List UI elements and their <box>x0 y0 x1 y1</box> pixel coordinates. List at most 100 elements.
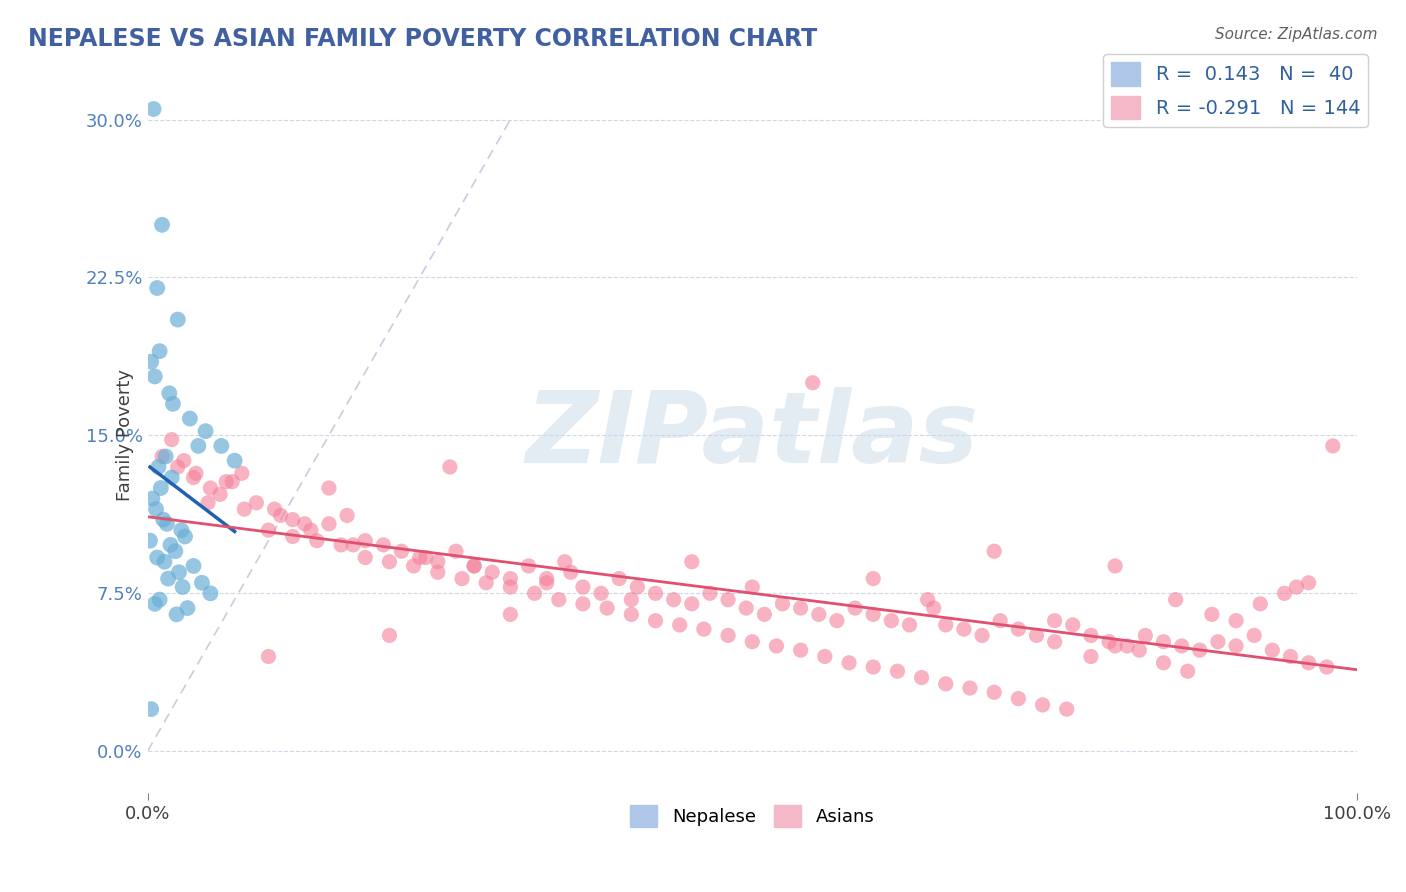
Point <box>209 439 232 453</box>
Point <box>789 643 811 657</box>
Point <box>165 544 187 558</box>
Point <box>270 508 292 523</box>
Point <box>143 369 166 384</box>
Point <box>354 550 377 565</box>
Point <box>1128 643 1150 657</box>
Point <box>699 586 721 600</box>
Point <box>354 533 377 548</box>
Point <box>475 575 498 590</box>
Point <box>898 618 921 632</box>
Point <box>807 607 830 622</box>
Point <box>681 597 703 611</box>
Point <box>662 592 685 607</box>
Point <box>209 487 232 501</box>
Point <box>342 538 364 552</box>
Point <box>959 681 981 695</box>
Point <box>1298 575 1320 590</box>
Point <box>415 550 437 565</box>
Point <box>194 424 217 438</box>
Point <box>159 538 181 552</box>
Point <box>626 580 648 594</box>
Point <box>463 558 485 573</box>
Point <box>141 702 163 716</box>
Point <box>463 558 485 573</box>
Point <box>935 677 957 691</box>
Point <box>1177 664 1199 678</box>
Point <box>170 523 193 537</box>
Point <box>167 566 190 580</box>
Point <box>983 544 1005 558</box>
Point <box>917 592 939 607</box>
Point <box>741 634 763 648</box>
Point <box>299 523 322 537</box>
Point <box>1104 558 1126 573</box>
Point <box>1080 649 1102 664</box>
Point <box>681 555 703 569</box>
Point <box>499 572 522 586</box>
Point <box>1170 639 1192 653</box>
Point <box>444 544 467 558</box>
Point <box>1279 649 1302 664</box>
Point <box>183 558 205 573</box>
Point <box>318 516 340 531</box>
Point <box>141 491 163 506</box>
Point <box>880 614 903 628</box>
Point <box>1153 634 1175 648</box>
Point <box>408 550 430 565</box>
Point <box>142 102 165 116</box>
Point <box>1025 628 1047 642</box>
Point <box>149 344 172 359</box>
Point <box>1043 634 1066 648</box>
Point <box>554 555 576 569</box>
Point <box>517 558 540 573</box>
Point <box>426 555 449 569</box>
Point <box>173 453 195 467</box>
Point <box>1225 639 1247 653</box>
Point <box>789 601 811 615</box>
Y-axis label: Family Poverty: Family Poverty <box>115 369 134 501</box>
Point <box>547 592 569 607</box>
Point <box>148 460 170 475</box>
Point <box>153 555 176 569</box>
Point <box>231 467 253 481</box>
Point <box>172 580 194 594</box>
Point <box>318 481 340 495</box>
Point <box>294 516 316 531</box>
Point <box>983 685 1005 699</box>
Point <box>862 572 884 586</box>
Point <box>735 601 758 615</box>
Point <box>1007 691 1029 706</box>
Point <box>1188 643 1211 657</box>
Point <box>1135 628 1157 642</box>
Point <box>257 523 280 537</box>
Point <box>536 575 558 590</box>
Legend: Nepalese, Asians: Nepalese, Asians <box>623 798 882 834</box>
Point <box>693 622 716 636</box>
Point <box>373 538 395 552</box>
Point <box>1225 614 1247 628</box>
Point <box>1153 656 1175 670</box>
Point <box>988 614 1011 628</box>
Point <box>179 411 201 425</box>
Point <box>717 592 740 607</box>
Point <box>155 450 177 464</box>
Point <box>717 628 740 642</box>
Text: ZIPatlas: ZIPatlas <box>526 387 979 483</box>
Point <box>152 513 174 527</box>
Point <box>1007 622 1029 636</box>
Point <box>263 502 285 516</box>
Point <box>391 544 413 558</box>
Point <box>754 607 776 622</box>
Point <box>1031 698 1053 712</box>
Point <box>572 580 595 594</box>
Point <box>844 601 866 615</box>
Point <box>1116 639 1139 653</box>
Point <box>591 586 613 600</box>
Point <box>668 618 690 632</box>
Point <box>149 592 172 607</box>
Point <box>536 572 558 586</box>
Point <box>305 533 328 548</box>
Point <box>596 601 619 615</box>
Point <box>200 481 222 495</box>
Point <box>143 597 166 611</box>
